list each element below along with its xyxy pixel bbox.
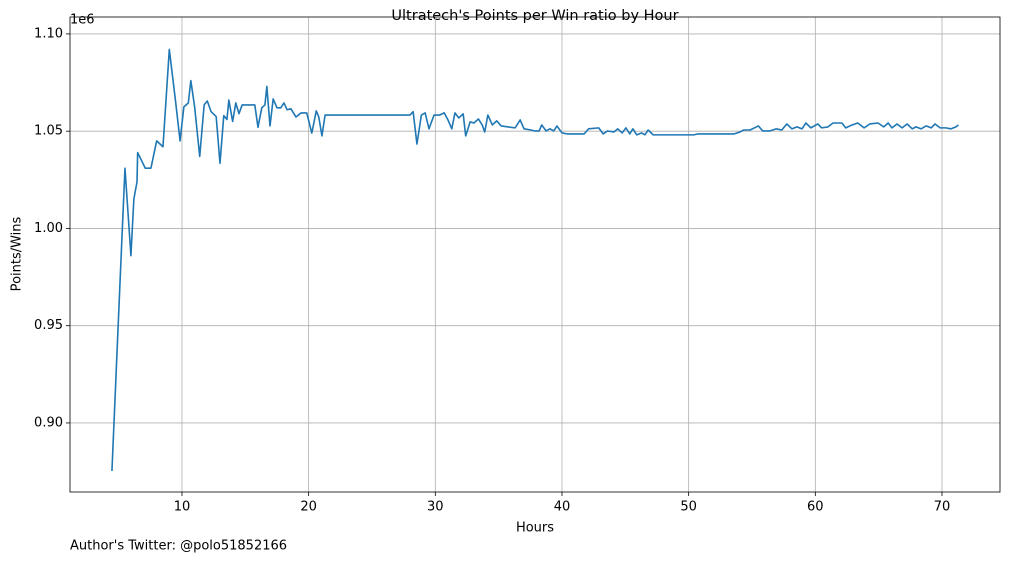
y-tick-label: 0.90 <box>34 415 63 430</box>
y-tick-label: 1.10 <box>34 26 63 41</box>
plot-frame <box>69 16 1001 493</box>
x-tick-label: 20 <box>300 500 317 515</box>
footer: Author's Twitter: @polo51852166 <box>70 539 287 554</box>
y-tick-label: 1.05 <box>34 124 63 139</box>
y-tick-label: 1.00 <box>34 221 63 236</box>
x-tick-label: 40 <box>554 500 571 515</box>
x-tick-label: 10 <box>174 500 191 515</box>
chart-title: Ultratech's Points per Win ratio by Hour <box>391 8 678 24</box>
y-tick-label: 0.95 <box>34 318 63 333</box>
line-series <box>111 48 959 472</box>
x-tick-label: 70 <box>934 500 951 515</box>
y-axis-label: Points/Wins <box>10 216 25 291</box>
x-tick-label: 50 <box>680 500 697 515</box>
x-axis-label: Hours <box>516 521 554 536</box>
x-tick-label: 60 <box>807 500 824 515</box>
x-tick-label: 30 <box>427 500 444 515</box>
y-offset-label: 1e6 <box>70 13 95 28</box>
